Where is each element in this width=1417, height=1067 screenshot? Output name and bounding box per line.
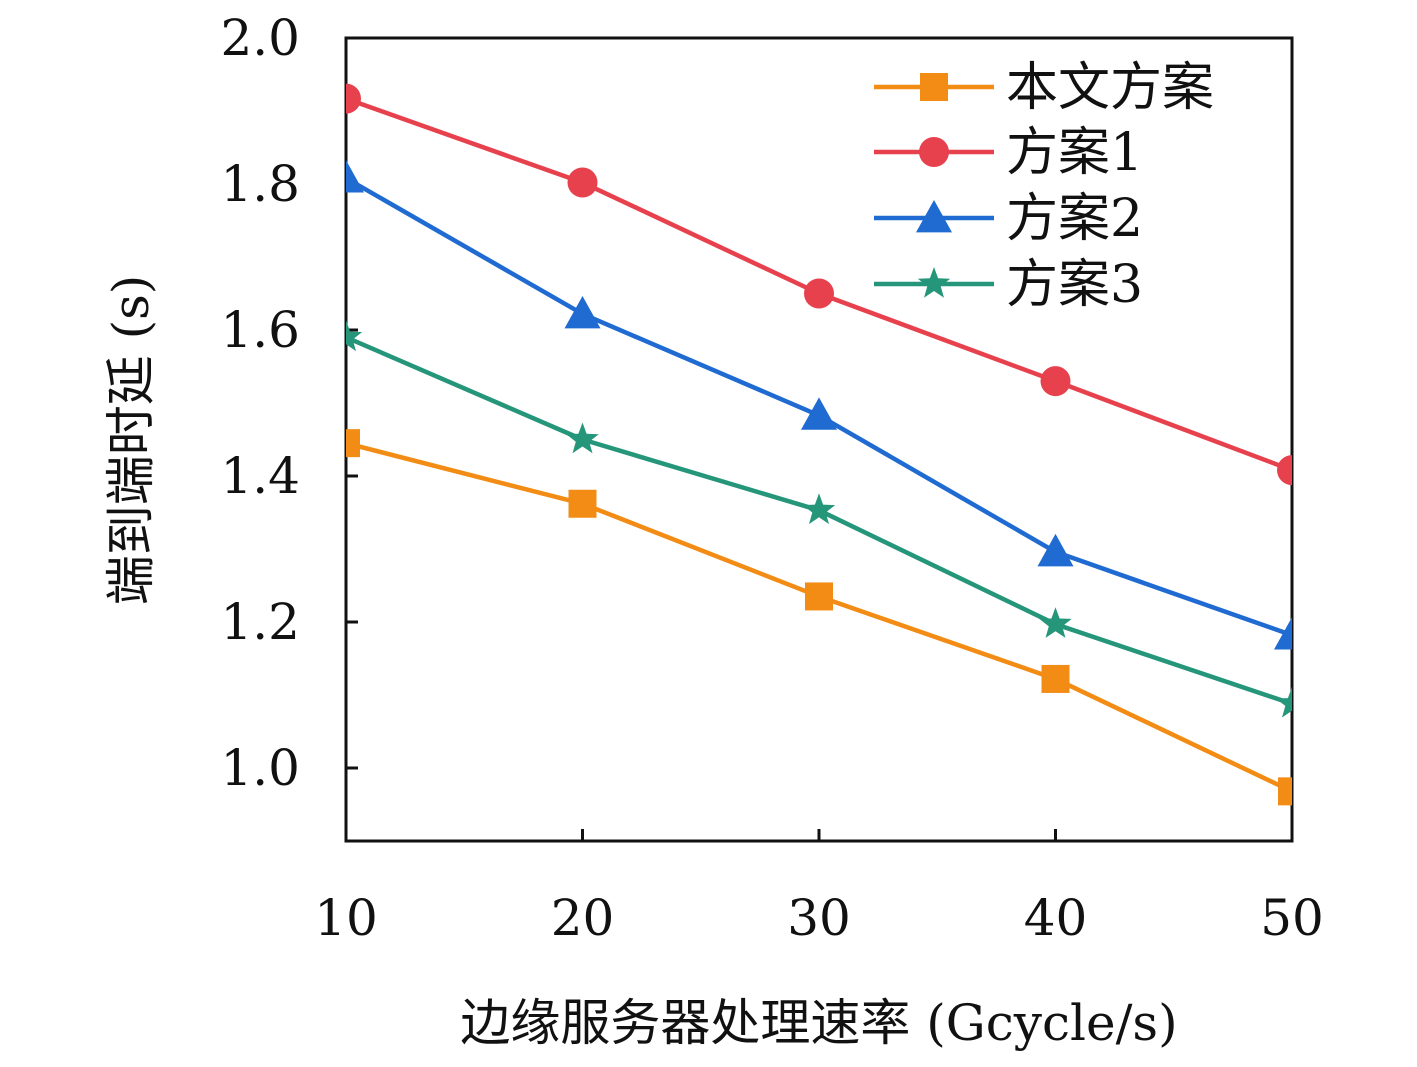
series-line bbox=[346, 335, 1292, 706]
data-point bbox=[346, 429, 360, 458]
legend-marker bbox=[920, 73, 948, 101]
y-tick-label: 1.2 bbox=[220, 593, 300, 651]
x-tick-label: 40 bbox=[1024, 889, 1088, 947]
data-point bbox=[805, 582, 833, 611]
legend-item: 方案1 bbox=[874, 123, 1143, 183]
data-point bbox=[1040, 366, 1071, 397]
data-point bbox=[1277, 455, 1292, 486]
data-point bbox=[802, 493, 836, 525]
x-tick-label: 30 bbox=[787, 889, 851, 947]
data-point bbox=[346, 83, 361, 114]
data-point bbox=[346, 160, 364, 193]
x-tick-label: 50 bbox=[1260, 889, 1324, 947]
y-tick-label: 2.0 bbox=[220, 9, 300, 67]
y-axis-label: 端到端时延 (s) bbox=[102, 275, 160, 606]
data-point bbox=[801, 397, 837, 430]
data-point bbox=[346, 320, 363, 352]
legend-marker bbox=[919, 137, 949, 167]
data-point bbox=[1274, 617, 1292, 650]
data-point bbox=[564, 295, 601, 329]
legend-marker bbox=[916, 200, 952, 233]
data-point bbox=[568, 489, 597, 518]
legend-label: 本文方案 bbox=[1006, 58, 1214, 118]
data-point bbox=[1039, 607, 1072, 638]
series-layer bbox=[346, 83, 1292, 806]
plot-frame bbox=[344, 36, 1294, 843]
data-point bbox=[1275, 686, 1292, 718]
series-1 bbox=[346, 429, 1292, 806]
series-4 bbox=[346, 320, 1292, 718]
series-2 bbox=[346, 83, 1292, 486]
legend-item: 本文方案 bbox=[874, 58, 1214, 118]
x-tick-label: 20 bbox=[551, 889, 615, 947]
series-3 bbox=[346, 160, 1292, 650]
legend-label: 方案3 bbox=[1006, 255, 1143, 315]
legend-item: 方案3 bbox=[874, 255, 1143, 315]
axis-ticks: 10 20 30 40 50 1.0 1.2 1.4 1.6 1.8 2.0 bbox=[220, 9, 1323, 947]
y-tick-label: 1.4 bbox=[220, 447, 300, 505]
legend-label: 方案1 bbox=[1006, 123, 1143, 183]
legend-label: 方案2 bbox=[1006, 189, 1143, 249]
data-point bbox=[566, 422, 599, 454]
legend-item: 方案2 bbox=[874, 189, 1143, 249]
legend-marker bbox=[917, 267, 951, 298]
data-point bbox=[567, 167, 598, 198]
y-tick-label: 1.6 bbox=[220, 301, 300, 359]
data-point bbox=[804, 278, 834, 309]
y-tick-label: 1.0 bbox=[220, 739, 300, 797]
x-axis-label: 边缘服务器处理速率 (Gcycle/s) bbox=[460, 994, 1177, 1052]
data-point bbox=[1037, 533, 1074, 567]
x-tick-label: 10 bbox=[314, 889, 378, 947]
data-point bbox=[1041, 664, 1070, 693]
data-point bbox=[1278, 777, 1292, 806]
y-tick-label: 1.8 bbox=[220, 155, 300, 213]
